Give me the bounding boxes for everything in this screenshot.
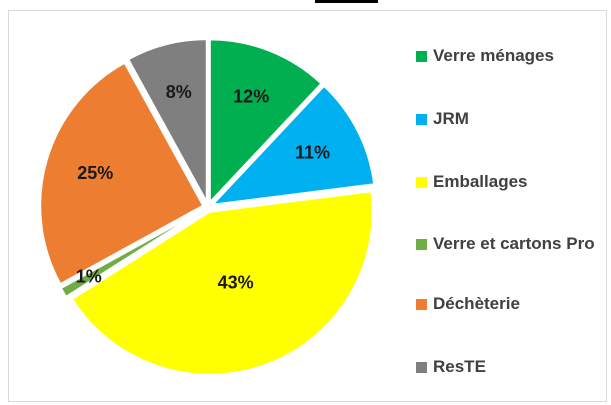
legend-swatch [416,299,427,310]
data-label: 8% [166,82,192,102]
legend-label: Emballages [433,172,528,191]
legend-item: Verre ménages [416,44,596,68]
legend-label: ResTE [433,357,486,376]
legend-item: Verre et cartons Pro [416,232,596,256]
data-label: 1% [76,266,102,286]
pie-slice [59,208,205,299]
legend-swatch [416,114,427,125]
legend-item: ResTE [416,355,596,379]
legend-label: Verre et cartons Pro [433,234,595,253]
data-label: 43% [218,272,254,292]
pie-slice [208,38,323,205]
chart-border [8,10,607,402]
data-label: 12% [233,87,269,107]
legend-swatch [416,51,427,62]
legend-label: JRM [433,109,469,128]
legend-swatch [416,177,427,188]
legend-swatch [416,239,427,250]
legend-label: Verre ménages [433,46,554,65]
legend-label: Déchèterie [433,294,520,313]
pie-slice [209,84,376,207]
legend-item: JRM [416,107,596,131]
pie-slice [70,190,374,376]
data-label: 25% [77,163,113,183]
pie-slice [39,61,205,286]
top-bar [315,0,378,3]
legend-item: Emballages [416,170,596,194]
legend-swatch [416,362,427,373]
legend-item: Déchèterie [416,292,596,316]
pie-slice [126,38,208,203]
data-label: 11% [295,142,330,162]
